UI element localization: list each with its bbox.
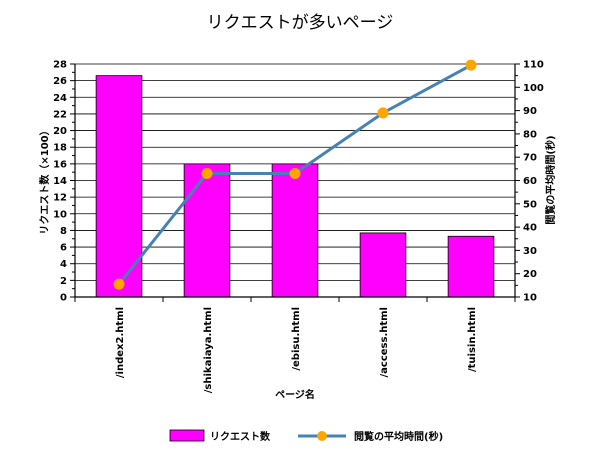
left-tick-label: 14 [53,176,67,187]
right-tick-label: 50 [523,199,537,210]
left-tick-label: 10 [53,209,67,220]
right-tick-label: 110 [523,60,544,71]
right-tick-label: 10 [523,293,537,304]
bar [447,235,495,298]
left-tick-label: 16 [53,159,67,170]
bar [183,163,231,298]
left-tick-label: 20 [53,126,67,137]
right-tick-label: 40 [523,223,537,234]
x-tick-label: /tuisin.html [467,307,478,372]
legend-label-bars: リクエスト数 [210,430,271,443]
line-point [289,168,301,180]
left-tick-label: 4 [60,259,67,270]
right-tick-label: 100 [523,83,544,94]
legend-label-line: 閲覧の平均時間(秒) [354,430,443,443]
left-tick-label: 2 [60,276,67,287]
right-tick-label: 20 [523,269,537,280]
line-point [465,59,477,71]
bar [271,163,319,298]
right-axis-ticks: 10 20 30 40 50 60 70 80 90 100 110 [515,60,544,304]
y2-axis-label: 閲覧の平均時間(秒) [544,135,557,224]
left-tick-label: 28 [53,60,67,71]
x-tick-label: /access.html [379,307,390,378]
left-tick-label: 0 [60,293,67,304]
left-tick-label: 24 [53,93,67,104]
left-tick-label: 22 [53,109,67,120]
legend-swatch-marker [317,431,327,441]
line-point [201,168,213,180]
right-tick-label: 60 [523,176,537,187]
y-axis-label: リクエスト数（×100） [38,125,51,234]
bars-layer [95,75,495,298]
left-tick-label: 6 [60,243,67,254]
legend-swatch-bars [169,429,205,442]
line-layer [113,59,477,290]
left-tick-label: 12 [53,193,67,204]
x-axis-ticks: /index2.html/shikaiaya.html/ebisu.html/a… [74,297,516,393]
right-tick-label: 70 [523,153,537,164]
line-point [377,107,389,119]
left-tick-label: 8 [60,226,67,237]
left-tick-label: 26 [53,76,67,87]
bar [95,75,143,298]
chart-title: リクエストが多いページ [207,13,394,33]
x-tick-label: /shikaiaya.html [203,307,214,393]
right-tick-label: 30 [523,246,537,257]
legend: リクエスト数 閲覧の平均時間(秒) [169,429,443,443]
right-tick-label: 80 [523,129,537,140]
x-tick-label: /ebisu.html [291,307,302,371]
right-tick-label: 90 [523,106,537,117]
left-tick-label: 18 [53,143,67,154]
bar [359,232,407,298]
x-axis-label: ページ名 [275,388,315,401]
line-point [113,278,125,290]
x-tick-label: /index2.html [115,307,126,378]
